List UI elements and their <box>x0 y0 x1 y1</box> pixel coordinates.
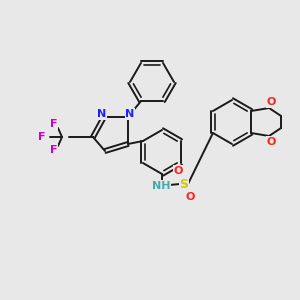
Text: NH: NH <box>152 181 170 191</box>
Text: F: F <box>38 132 46 142</box>
Text: S: S <box>179 178 188 190</box>
Text: O: O <box>266 97 276 107</box>
Text: O: O <box>173 166 183 176</box>
Text: F: F <box>50 145 58 155</box>
Text: N: N <box>98 109 106 119</box>
Text: O: O <box>185 192 195 202</box>
Text: N: N <box>125 109 135 119</box>
Text: O: O <box>266 137 276 147</box>
Text: F: F <box>50 119 58 129</box>
